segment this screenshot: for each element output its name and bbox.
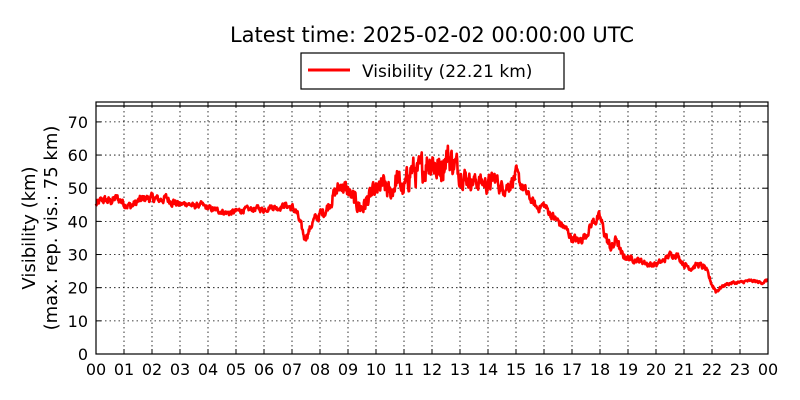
x-tick-label: 05 (226, 360, 246, 379)
x-tick-label: 02 (142, 360, 162, 379)
x-tick-label: 09 (338, 360, 358, 379)
y-tick-label: 0 (78, 345, 88, 364)
chart-title: Latest time: 2025-02-02 00:00:00 UTC (230, 23, 634, 47)
x-tick-label: 23 (730, 360, 750, 379)
x-tick-label: 17 (562, 360, 582, 379)
x-tick-label: 07 (282, 360, 302, 379)
x-tick-label: 15 (506, 360, 526, 379)
x-tick-label: 06 (254, 360, 274, 379)
x-tick-label: 13 (450, 360, 470, 379)
x-tick-label: 11 (394, 360, 414, 379)
y-axis-label-line1: Visibility (km) (19, 166, 40, 289)
x-tick-label: 22 (702, 360, 722, 379)
series-layer (94, 144, 769, 294)
x-tick-label: 19 (618, 360, 638, 379)
x-tick-label: 00 (86, 360, 106, 379)
y-tick-label: 70 (68, 113, 88, 132)
x-tick-label: 21 (674, 360, 694, 379)
x-tick-label: 14 (478, 360, 498, 379)
y-tick-label: 60 (68, 146, 88, 165)
axis-ticks (95, 102, 769, 355)
legend: Visibility (22.21 km) (300, 52, 565, 90)
x-tick-label: 04 (198, 360, 218, 379)
x-tick-label: 12 (422, 360, 442, 379)
x-tick-label: 16 (534, 360, 554, 379)
y-tick-label: 20 (68, 279, 88, 298)
y-tick-label: 40 (68, 212, 88, 231)
y-tick-label: 30 (68, 246, 88, 265)
y-axis-tick-labels: 0 10 20 30 40 50 60 70 (68, 113, 88, 364)
x-axis-tick-labels: 00 01 02 03 04 05 06 07 08 09 10 11 12 13 14 15 16 17 18 19… (86, 360, 778, 379)
y-tick-label: 50 (68, 179, 88, 198)
x-tick-label: 08 (310, 360, 330, 379)
x-tick-label: 00 (758, 360, 778, 379)
visibility-series-line (94, 144, 769, 294)
x-tick-label: 03 (170, 360, 190, 379)
grid-lines (96, 102, 768, 354)
x-tick-label: 18 (590, 360, 610, 379)
x-tick-label: 01 (114, 360, 134, 379)
plot-area: 00 01 02 03 04 05 06 07 08 09 10 11 12 13 14 15 16 17 18 19… (68, 101, 778, 379)
x-tick-label: 10 (366, 360, 386, 379)
y-axis-label-line2: (max. rep. vis.: 75 km) (41, 126, 62, 331)
legend-series-label: Visibility (22.21 km) (362, 62, 532, 82)
x-tick-label: 20 (646, 360, 666, 379)
y-tick-label: 10 (68, 312, 88, 331)
